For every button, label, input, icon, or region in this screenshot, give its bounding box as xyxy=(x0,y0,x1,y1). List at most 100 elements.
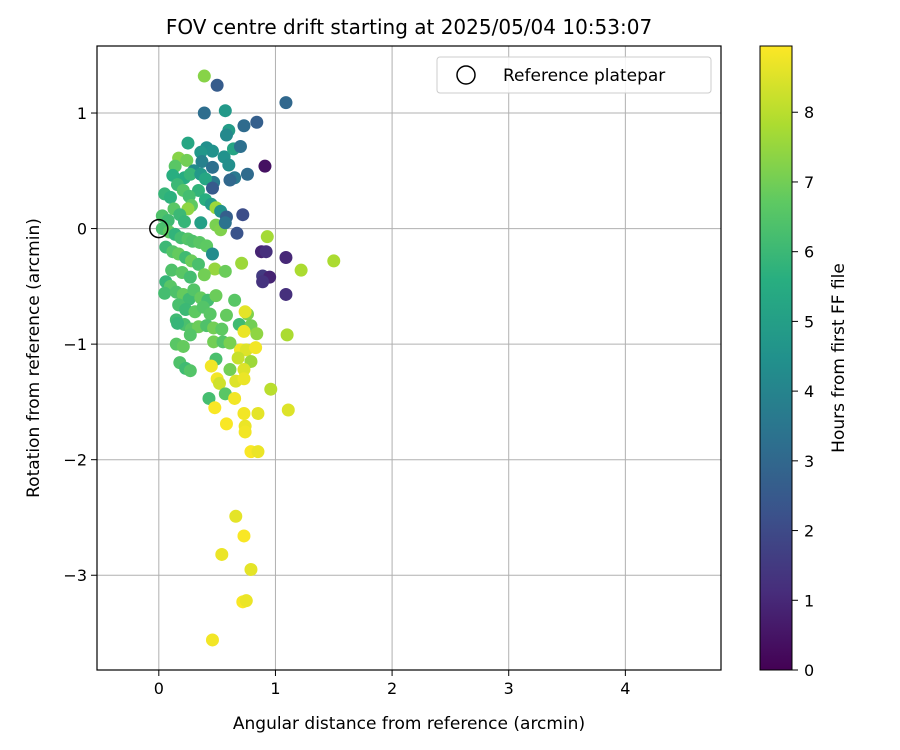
data-point xyxy=(170,316,184,330)
data-point xyxy=(228,391,242,405)
data-points xyxy=(155,69,341,647)
data-point xyxy=(231,351,245,365)
data-point xyxy=(223,173,237,187)
colorbar-gradient xyxy=(759,45,793,671)
data-point xyxy=(198,172,212,186)
y-tick-label: 1 xyxy=(77,104,87,123)
x-tick-label: 4 xyxy=(620,679,630,698)
colorbar-tick-label: 3 xyxy=(804,452,814,471)
data-point xyxy=(205,160,219,174)
data-point xyxy=(237,324,251,338)
y-tick-label: −1 xyxy=(63,335,87,354)
data-point xyxy=(249,341,263,355)
colorbar-tick-label: 6 xyxy=(804,243,814,262)
data-point xyxy=(202,391,216,405)
data-point xyxy=(281,403,295,417)
colorbar-tick-label: 4 xyxy=(804,382,814,401)
data-point xyxy=(237,529,251,543)
data-point xyxy=(197,69,211,83)
data-point xyxy=(294,263,308,277)
chart-title: FOV centre drift starting at 2025/05/04 … xyxy=(166,15,652,39)
reference-marker-group xyxy=(149,218,169,239)
data-point xyxy=(191,257,205,271)
data-point xyxy=(223,363,237,377)
data-point xyxy=(256,275,270,289)
y-axis-ticks: −3 −2 −1 0 1 xyxy=(63,104,97,585)
x-axis-ticks: 0 1 2 3 4 xyxy=(154,670,630,698)
data-point xyxy=(251,406,265,420)
plot-area-frame xyxy=(96,45,722,671)
data-point xyxy=(183,270,197,284)
data-point xyxy=(158,286,172,300)
x-axis-label: Angular distance from reference (arcmin) xyxy=(233,714,585,734)
y-axis-label: Rotation from reference (arcmin) xyxy=(24,218,44,498)
data-point xyxy=(218,264,232,278)
data-point xyxy=(205,144,219,158)
data-point xyxy=(205,633,219,647)
data-point xyxy=(238,425,252,439)
colorbar-tick-label: 2 xyxy=(804,522,814,541)
data-point xyxy=(207,335,221,349)
data-point xyxy=(208,262,222,276)
x-tick-label: 1 xyxy=(270,679,280,698)
data-point xyxy=(251,445,265,459)
data-point xyxy=(228,293,242,307)
data-point xyxy=(165,263,179,277)
data-point xyxy=(230,226,244,240)
legend: Reference platepar xyxy=(436,56,712,94)
data-point xyxy=(237,363,251,377)
data-point xyxy=(183,167,197,181)
data-point xyxy=(191,183,205,197)
y-tick-label: 0 xyxy=(77,220,87,239)
data-point xyxy=(258,159,272,173)
data-point xyxy=(237,372,251,386)
data-point xyxy=(260,230,274,244)
data-point xyxy=(208,401,222,415)
colorbar-tick-label: 0 xyxy=(804,661,814,680)
data-point xyxy=(219,128,233,142)
data-point xyxy=(181,136,195,150)
data-point xyxy=(195,155,209,169)
data-point xyxy=(250,115,264,129)
data-point xyxy=(197,106,211,120)
x-tick-label: 0 xyxy=(154,679,164,698)
data-point xyxy=(219,417,233,431)
data-point xyxy=(223,336,237,350)
colorbar: 0 1 2 3 4 5 6 7 8 Hours from first FF file xyxy=(759,45,849,680)
data-point xyxy=(215,547,229,561)
data-point xyxy=(183,364,197,378)
data-point xyxy=(280,328,294,342)
data-point xyxy=(239,594,253,608)
data-point xyxy=(244,562,258,576)
data-point xyxy=(279,250,293,264)
legend-reference-marker-icon xyxy=(456,65,476,85)
data-point xyxy=(250,327,264,341)
colorbar-label: Hours from first FF file xyxy=(829,263,849,453)
data-point xyxy=(203,307,217,321)
data-point xyxy=(177,215,191,229)
colorbar-tick-label: 1 xyxy=(804,591,814,610)
data-point xyxy=(240,167,254,181)
data-point xyxy=(163,190,177,204)
legend-box xyxy=(436,56,712,94)
reference-platepar-marker xyxy=(149,218,169,239)
data-point xyxy=(235,256,249,270)
colorbar-ticks: 0 1 2 3 4 5 6 7 8 xyxy=(792,103,814,680)
data-point xyxy=(327,254,341,268)
colorbar-tick-label: 5 xyxy=(804,312,814,331)
data-point xyxy=(183,328,197,342)
colorbar-tick-label: 8 xyxy=(804,103,814,122)
data-point xyxy=(212,376,226,390)
data-point xyxy=(209,289,223,303)
y-tick-label: −2 xyxy=(63,451,87,470)
data-point xyxy=(204,359,218,373)
data-point xyxy=(233,140,247,154)
data-point xyxy=(215,322,229,336)
data-point xyxy=(219,308,233,322)
data-point xyxy=(279,287,293,301)
data-point xyxy=(180,153,194,167)
data-point xyxy=(229,509,243,523)
colorbar-tick-label: 7 xyxy=(804,173,814,192)
data-point xyxy=(237,406,251,420)
